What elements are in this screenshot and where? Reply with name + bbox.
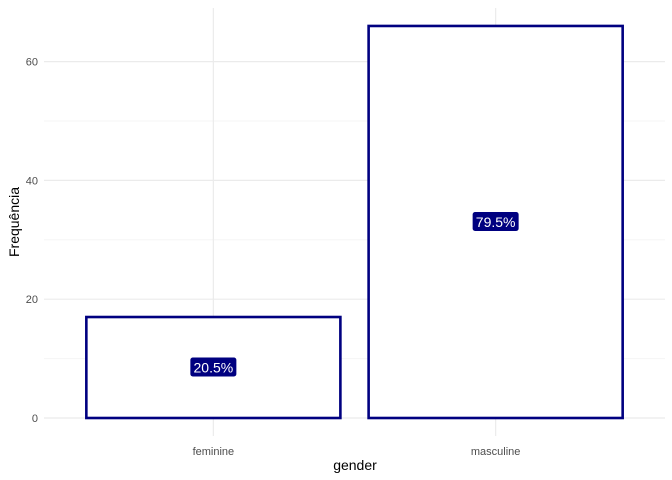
x-axis-ticks: feminine masculine [193,446,521,458]
bar-feminine [85,315,342,420]
data-label-masculine: 79.5% [472,211,519,231]
x-tick-label: masculine [471,446,521,458]
data-label-box [190,357,237,377]
data-label-text: 79.5% [476,214,516,230]
x-axis-title: gender [333,457,377,473]
bars [85,24,624,420]
x-tick-label: feminine [193,446,235,458]
y-axis-title: Frequência [6,187,22,257]
y-tick-label: 40 [26,175,38,187]
y-tick-label: 0 [32,413,38,425]
data-labels: 20.5% 79.5% [190,211,519,377]
y-tick-label: 60 [26,57,38,69]
y-axis-ticks: 0 20 40 60 [26,57,38,425]
data-label-feminine: 20.5% [190,357,237,377]
data-label-text: 20.5% [194,360,234,376]
data-label-box [472,211,519,231]
y-tick-label: 20 [26,294,38,306]
